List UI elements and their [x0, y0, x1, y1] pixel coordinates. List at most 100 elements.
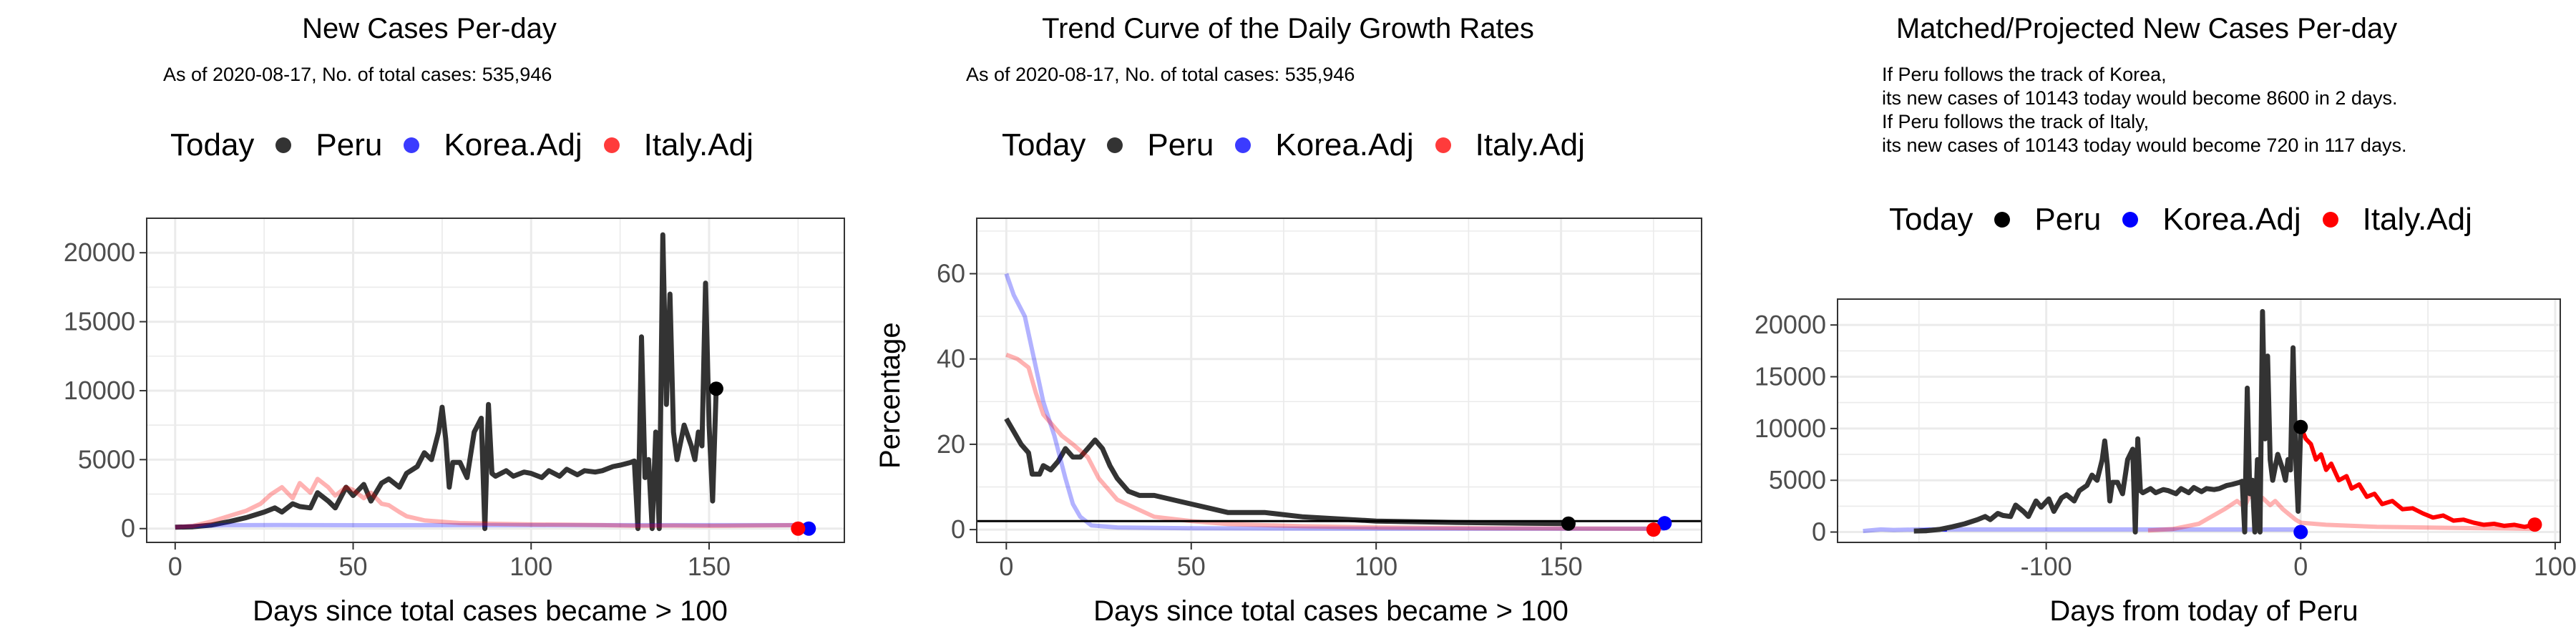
- chart-title: New Cases Per-day: [302, 13, 557, 44]
- legend-dot-korea: [2122, 212, 2139, 228]
- chart-title: Trend Curve of the Daily Growth Rates: [1042, 13, 1534, 44]
- plot-area: -100 0 100 0 5000 10000 15000 20000: [1755, 298, 2576, 581]
- legend-dot-peru: [1107, 137, 1123, 153]
- plot-area: 0 50 100 150 0 5000 10000 15000 20000: [64, 218, 845, 581]
- plot-background: [147, 218, 844, 542]
- legend-label: Peru: [316, 127, 383, 162]
- legend-label: Peru: [2034, 202, 2102, 237]
- legend-title: Today: [1002, 127, 1086, 162]
- today-point-italy-adj: [1646, 522, 1661, 537]
- x-tick-label: 100: [1355, 552, 1397, 581]
- legend-label: Korea.Adj: [1275, 127, 1414, 162]
- series-line-italy-adj: [175, 477, 799, 530]
- today-point-italy-adj: [791, 521, 806, 536]
- legend-item-italy: Italy.Adj: [2322, 202, 2472, 238]
- chart-panel-new-cases: New Cases Per-day As of 2020-08-17, No. …: [0, 0, 859, 644]
- chart-subtitle: As of 2020-08-17, No. of total cases: 53…: [966, 64, 1355, 85]
- legend-label: Korea.Adj: [2162, 202, 2301, 237]
- today-point-peru: [2293, 419, 2308, 434]
- legend-item-korea: Korea.Adj: [404, 127, 582, 163]
- series-line-italy-adj: [2147, 492, 2535, 533]
- x-axis-label: Days since total cases became > 100: [1093, 595, 1568, 627]
- legend-item-peru: Peru: [1994, 202, 2101, 238]
- legend-item-italy: Italy.Adj: [1435, 127, 1585, 163]
- legend-label: Korea.Adj: [444, 127, 582, 162]
- series-line-peru: [1004, 417, 1568, 527]
- x-tick-label: -100: [2021, 552, 2072, 581]
- legend-label: Italy.Adj: [643, 127, 753, 162]
- legend-title: Today: [170, 127, 255, 162]
- y-tick-label: 20000: [64, 238, 135, 267]
- chart-title: Matched/Projected New Cases Per-day: [1896, 13, 2398, 44]
- chart-subtitle: As of 2020-08-17, No. of total cases: 53…: [163, 64, 552, 85]
- x-tick-label: 150: [1540, 552, 1583, 581]
- plot-border: [1837, 298, 2561, 543]
- today-point-peru: [708, 381, 723, 396]
- legend-title: Today: [1889, 202, 1974, 237]
- y-tick-label: 40: [937, 344, 965, 374]
- legend-dot-korea: [1235, 137, 1252, 153]
- today-point-korea-adj: [801, 521, 816, 536]
- x-tick-label: 50: [1177, 552, 1206, 581]
- legend-dot-peru: [1994, 212, 2011, 228]
- x-tick-label: 100: [2534, 552, 2576, 581]
- legend-label: Italy.Adj: [1475, 127, 1585, 162]
- y-tick-label: 5000: [78, 444, 135, 474]
- legend-label: Peru: [1147, 127, 1214, 162]
- y-tick-label: 0: [1812, 517, 1826, 547]
- today-point-korea-adj: [2293, 525, 2308, 540]
- x-tick-label: 50: [338, 552, 367, 581]
- legend-dot-italy: [1435, 137, 1451, 153]
- legend-dot-italy: [603, 137, 620, 153]
- plot-background: [977, 218, 1702, 542]
- y-tick-label: 20: [937, 429, 965, 459]
- legend-item-korea: Korea.Adj: [1235, 127, 1414, 163]
- legend-dot-korea: [404, 137, 420, 153]
- x-tick-label: 100: [509, 552, 552, 581]
- y-tick-label: 15000: [1755, 362, 1826, 391]
- legend-dot-peru: [275, 137, 292, 153]
- legend-item-peru: Peru: [1107, 127, 1214, 163]
- chart-subtitle-line-3: If Peru follows the track of Italy,: [1882, 111, 2150, 132]
- series-line-korea-adj: [1004, 273, 1665, 531]
- chart-subtitle-line-2: its new cases of 10143 today would becom…: [1882, 87, 2398, 109]
- legend-item-peru: Peru: [275, 127, 382, 163]
- chart-subtitle-line-1: If Peru follows the track of Korea,: [1882, 64, 2167, 85]
- y-tick-label: 10000: [1755, 414, 1826, 443]
- y-tick-label: 20000: [1755, 310, 1826, 339]
- today-point-korea-adj: [1657, 516, 1672, 531]
- plot-border: [146, 218, 845, 543]
- x-axis-label: Days from today of Peru: [2049, 595, 2358, 627]
- y-tick-label: 0: [951, 514, 965, 544]
- y-tick-label: 60: [937, 258, 965, 288]
- y-tick-label: 0: [121, 514, 135, 543]
- x-tick-label: 150: [688, 552, 731, 581]
- y-tick-label: 15000: [64, 307, 135, 336]
- today-point-italy-adj: [2527, 517, 2542, 532]
- series-line-korea-adj: [175, 522, 809, 530]
- x-tick-label: 0: [2293, 552, 2308, 581]
- x-axis-label: Days since total cases became > 100: [253, 595, 728, 627]
- legend: Today Peru Korea.Adj Italy.Adj: [1889, 202, 2494, 238]
- series-line-italy-adj: [2298, 426, 2536, 530]
- series-line-peru: [175, 232, 719, 532]
- series-line-italy-adj: [1005, 352, 1654, 531]
- chart-panel-projected: Matched/Projected New Cases Per-day If P…: [1717, 0, 2576, 644]
- legend-dot-italy: [2322, 212, 2338, 228]
- y-tick-label: 5000: [1769, 465, 1826, 494]
- plot-area: 0 50 100 150 0 20 40 60: [937, 218, 1702, 581]
- x-tick-label: 0: [999, 552, 1013, 581]
- chart-panel-growth-rates: Trend Curve of the Daily Growth Rates As…: [859, 0, 1717, 644]
- legend: Today Peru Korea.Adj Italy.Adj: [170, 127, 775, 163]
- plot-background: [1838, 299, 2560, 542]
- today-point-peru: [1561, 516, 1576, 531]
- legend-item-korea: Korea.Adj: [2122, 202, 2301, 238]
- series-line-korea-adj: [1863, 527, 2301, 534]
- legend: Today Peru Korea.Adj Italy.Adj: [1002, 127, 1606, 163]
- series-line-peru: [1913, 308, 2303, 535]
- chart-subtitle-line-4: its new cases of 10143 today would becom…: [1882, 135, 2407, 156]
- x-tick-label: 0: [168, 552, 182, 581]
- legend-label: Italy.Adj: [2362, 202, 2472, 237]
- y-tick-label: 10000: [64, 376, 135, 405]
- y-axis-label: Percentage: [874, 322, 906, 469]
